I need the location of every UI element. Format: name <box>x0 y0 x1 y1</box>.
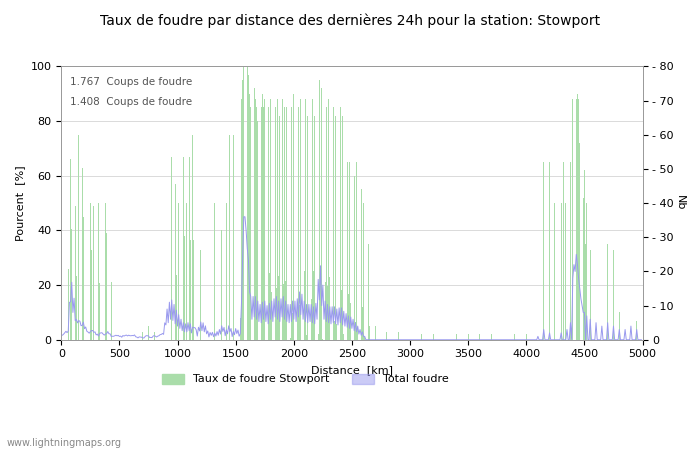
Text: 1.767  Coups de foudre: 1.767 Coups de foudre <box>70 77 192 87</box>
Text: 1.408  Coups de foudre: 1.408 Coups de foudre <box>70 97 192 107</box>
Text: www.lightningmaps.org: www.lightningmaps.org <box>7 438 122 448</box>
Y-axis label: Nb: Nb <box>675 195 685 211</box>
Y-axis label: Pourcent  [%]: Pourcent [%] <box>15 165 25 241</box>
Text: Taux de foudre par distance des dernières 24h pour la station: Stowport: Taux de foudre par distance des dernière… <box>100 14 600 28</box>
Legend: Taux de foudre Stowport, Total foudre: Taux de foudre Stowport, Total foudre <box>158 369 453 389</box>
X-axis label: Distance  [km]: Distance [km] <box>311 365 393 375</box>
